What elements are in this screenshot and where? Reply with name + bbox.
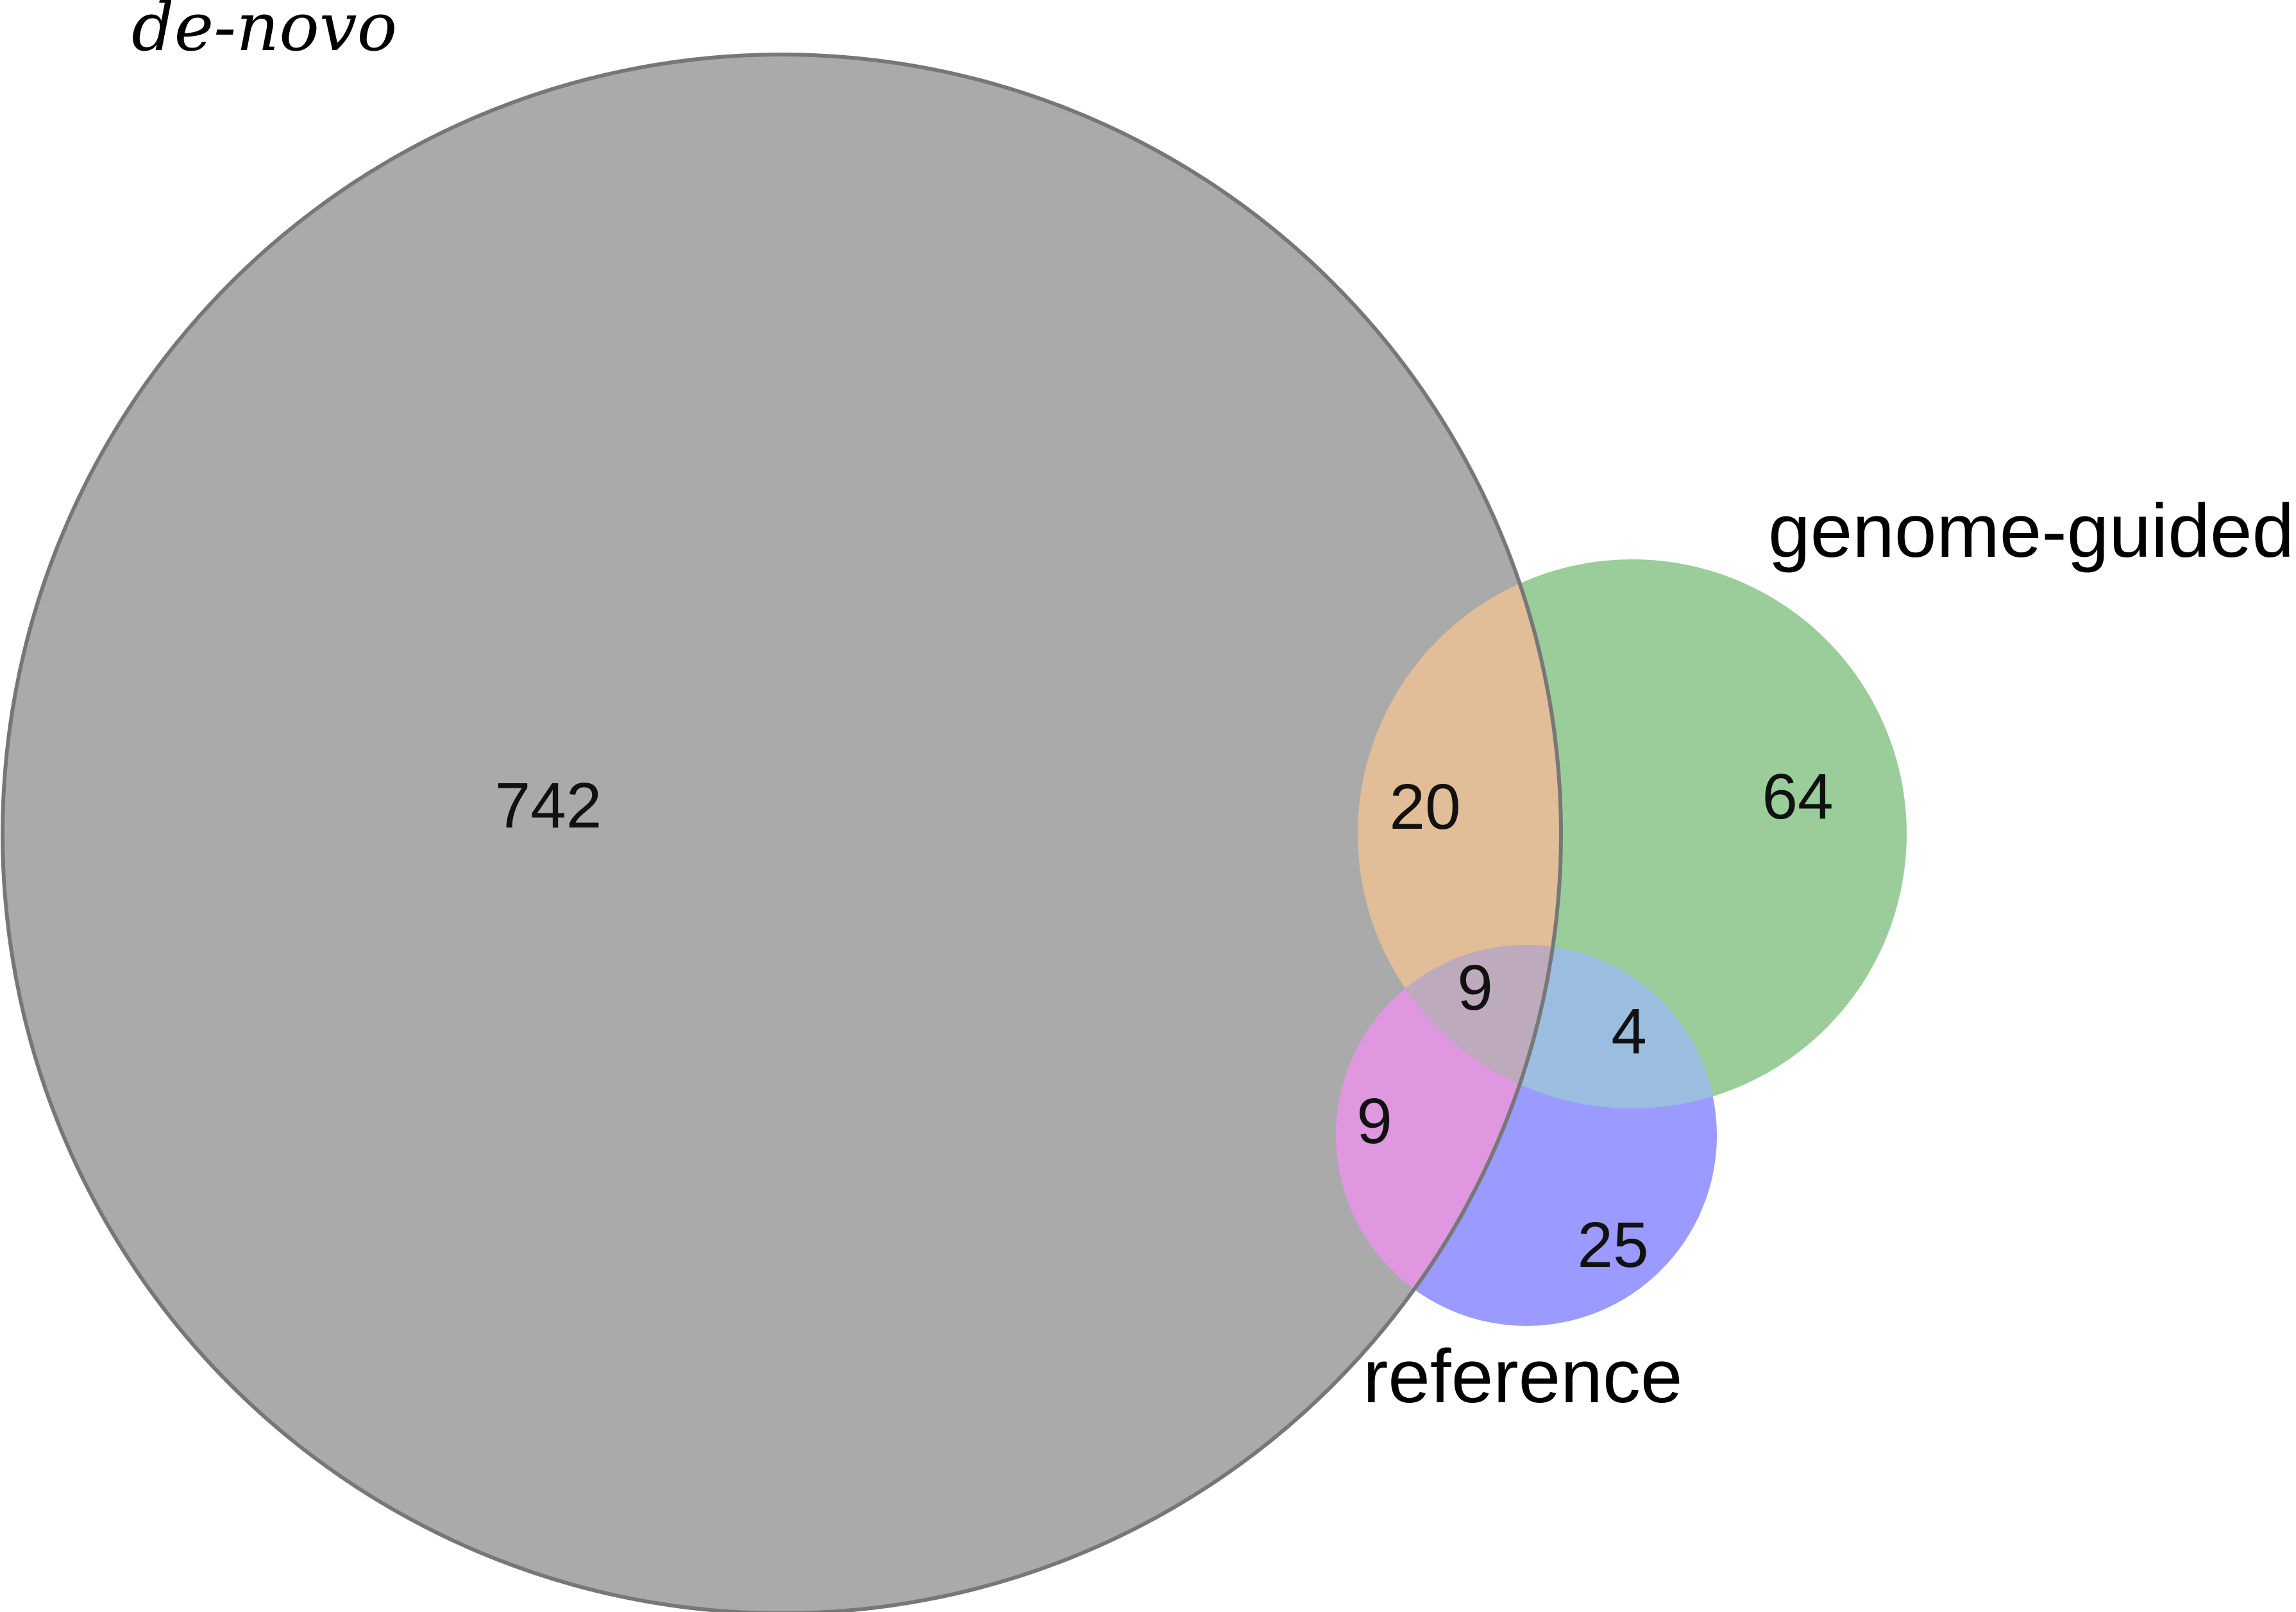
count-de-novo-genome-guided: 20 (1389, 771, 1460, 843)
count-genome-guided-only: 64 (1762, 761, 1833, 833)
genome-guided-label: genome-guided (1768, 489, 2294, 573)
count-de-novo-only: 742 (495, 770, 602, 842)
count-genome-guided-reference: 4 (1611, 996, 1647, 1067)
reference-label: reference (1363, 1334, 1683, 1419)
de-novo-label: de-novo (131, 0, 397, 66)
count-de-novo-reference: 9 (1356, 1085, 1392, 1157)
de-novo-circle (3, 55, 1561, 1612)
de-novo-outline (1, 53, 1563, 1612)
count-all-three: 9 (1457, 952, 1493, 1024)
count-reference-only: 25 (1577, 1209, 1648, 1281)
